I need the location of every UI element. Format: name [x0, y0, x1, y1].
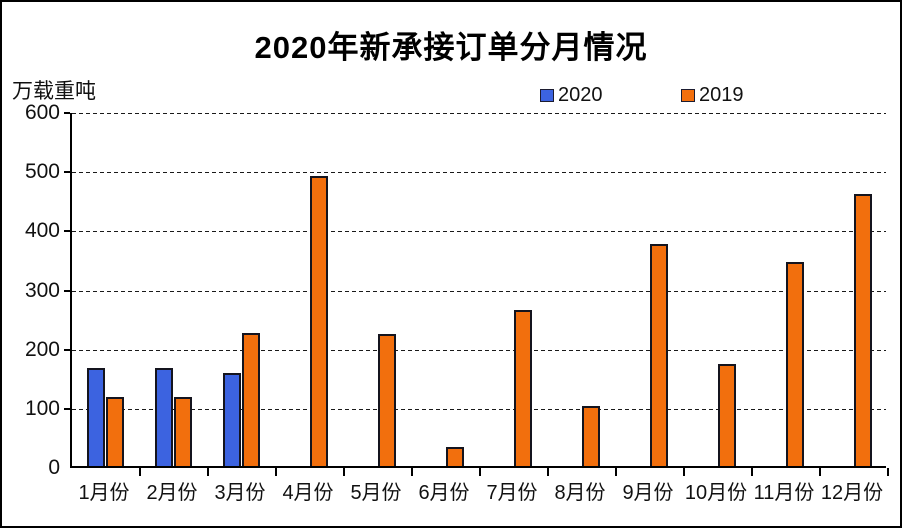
gridline-400 [72, 231, 886, 233]
bar-2019-5月份 [378, 334, 396, 466]
x-axis-label-5月份: 5月份 [350, 482, 402, 504]
x-axis-tick-8 [615, 468, 617, 476]
x-axis-tick-6 [479, 468, 481, 476]
y-axis-label-200: 200 [24, 337, 60, 361]
bar-2019-12月份 [854, 194, 872, 466]
gridline-600 [72, 113, 886, 114]
bar-2019-8月份 [582, 406, 600, 466]
x-axis-tick-9 [683, 468, 685, 476]
bar-2020-1月份 [87, 368, 105, 466]
x-axis-label-3月份: 3月份 [214, 482, 266, 504]
legend-label-2020: 2020 [558, 84, 603, 106]
y-axis-label-100: 100 [24, 396, 60, 420]
legend-swatch-2019-icon [681, 89, 695, 102]
y-axis-tick-600 [64, 112, 70, 114]
bar-2019-7月份 [514, 310, 532, 466]
x-axis-tick-5 [411, 468, 413, 476]
y-axis-tick-400 [64, 230, 70, 233]
bar-2020-2月份 [155, 368, 173, 466]
y-axis-label-400: 400 [24, 219, 60, 243]
x-axis-label-11月份: 11月份 [753, 482, 815, 504]
bar-2019-11月份 [786, 262, 804, 466]
legend-label-2019: 2019 [699, 84, 744, 106]
bar-2019-6月份 [446, 447, 464, 466]
gridline-300 [72, 290, 886, 292]
bar-2019-10月份 [718, 364, 736, 466]
x-axis-label-7月份: 7月份 [486, 482, 538, 504]
chart-title: 2020年新承接订单分月情况 [254, 30, 648, 65]
y-axis-label-600: 600 [24, 101, 60, 124]
plot-area [64, 112, 889, 476]
bar-2019-3月份 [242, 333, 260, 466]
legend-item-2020: 2020 [540, 84, 603, 107]
x-axis-label-8月份: 8月份 [554, 482, 606, 504]
y-axis-tick-300 [64, 289, 70, 292]
x-axis-label-12月份: 12月份 [820, 482, 884, 504]
y-axis-label-500: 500 [24, 160, 60, 184]
bar-2019-9月份 [650, 244, 668, 466]
gridline-500 [72, 172, 886, 174]
gridline-100 [72, 408, 886, 410]
x-axis-label-9月份: 9月份 [622, 482, 674, 504]
legend-item-2019: 2019 [681, 84, 744, 107]
x-axis-label-1月份: 1月份 [78, 482, 130, 504]
x-axis-tick-7 [547, 468, 549, 476]
x-axis-tick-3 [275, 468, 277, 476]
bar-2019-2月份 [174, 397, 192, 466]
y-axis-tick-200 [64, 348, 70, 351]
legend-swatch-2020-icon [540, 89, 554, 102]
x-axis-tick-11 [819, 468, 821, 476]
x-axis-label-10月份: 10月份 [684, 482, 748, 504]
bar-2020-3月份 [223, 373, 241, 466]
bar-2019-4月份 [310, 176, 328, 466]
x-axis-label-6月份: 6月份 [418, 482, 470, 504]
x-axis-label-2月份: 2月份 [146, 482, 198, 504]
x-axis-tick-1 [139, 468, 141, 476]
gridline-200 [72, 349, 886, 351]
x-axis-tick-2 [207, 468, 209, 476]
x-axis-tick-12 [887, 468, 889, 476]
y-axis-label-0: 0 [48, 456, 60, 479]
y-axis-label-300: 300 [24, 278, 60, 302]
x-axis-label-4月份: 4月份 [282, 482, 334, 504]
x-axis-tick-10 [751, 468, 753, 476]
y-axis-tick-500 [64, 171, 70, 174]
bar-2019-1月份 [106, 397, 124, 466]
x-axis-tick-4 [343, 468, 345, 476]
y-axis-tick-100 [64, 407, 70, 410]
y-axis-unit-label: 万载重吨 [12, 80, 96, 103]
